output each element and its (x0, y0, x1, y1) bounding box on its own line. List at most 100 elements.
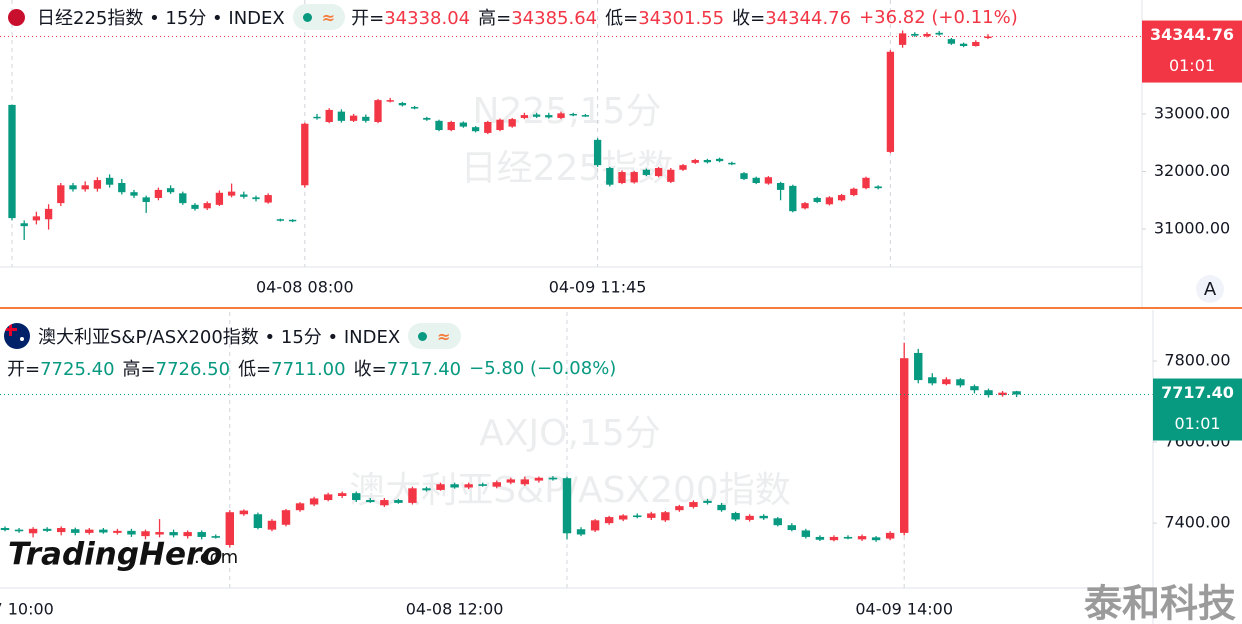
candle-body (569, 113, 577, 116)
candle-body (829, 536, 839, 541)
candle-body (715, 158, 724, 162)
candle-body (362, 116, 370, 121)
pill-icon: ≈ (437, 326, 451, 346)
ohlc-value: 7711.00 (271, 359, 346, 380)
candle-body (520, 479, 530, 485)
candle-body (179, 193, 187, 204)
candle-body (337, 493, 347, 496)
candle-body (947, 39, 956, 44)
candle-body (740, 173, 748, 179)
candle-body (225, 512, 235, 546)
candle-body (398, 103, 407, 106)
change: +36.82 (+0.11%) (859, 6, 1018, 28)
watermark: AXJO,15分 (479, 413, 661, 454)
candle-body (69, 185, 77, 190)
candle-body (105, 177, 114, 185)
candle-body (959, 43, 968, 47)
pill-dot (418, 331, 428, 341)
ohlc-value: 7717.40 (386, 359, 462, 380)
indicator-pill[interactable]: ≈ (292, 4, 346, 30)
candle-body (789, 185, 797, 212)
candle-body (211, 536, 220, 538)
candle-body (380, 500, 389, 506)
candle-body (843, 536, 853, 539)
candle-body (862, 177, 870, 189)
candle-body (281, 510, 291, 525)
candle-body (459, 122, 468, 127)
ohlc-label: 开= (7, 359, 41, 380)
ohlc-item: 低=7711.00 (238, 355, 346, 381)
y-tick-label: 32000.00 (1154, 161, 1230, 180)
candle-body (253, 514, 263, 529)
candle-body (717, 504, 726, 511)
ohlc-label: 高= (478, 8, 512, 29)
ohlc-label: 低= (238, 359, 272, 380)
candle-body (127, 530, 136, 535)
candle-body (99, 529, 108, 533)
candle-body (301, 123, 309, 186)
watermark: 日经225指数 (461, 148, 674, 189)
candle-body (240, 194, 248, 197)
legend-bottom-title: 澳大利亚S&P/ASX200指数 • 15分 • INDEX ≈ (4, 322, 467, 350)
candle-body (8, 104, 16, 219)
candle-body (557, 113, 565, 118)
scale-button-bg[interactable] (1196, 275, 1224, 303)
candle-body (349, 115, 358, 121)
candle-body (654, 168, 663, 177)
candle-body (850, 188, 858, 196)
candle-body (252, 197, 260, 200)
candle-body (576, 529, 586, 535)
scale-button[interactable]: A (1204, 279, 1217, 300)
candle-body (871, 537, 881, 541)
candle-body (42, 528, 52, 531)
candle-body (942, 379, 951, 385)
candle-body (169, 532, 178, 536)
candle-body (450, 484, 459, 488)
price-label-box (1142, 20, 1242, 83)
candle-body (675, 506, 684, 511)
candle-body (366, 500, 375, 503)
candle-body (71, 529, 80, 533)
ohlc-label: 高= (122, 359, 156, 380)
y-tick-label: 7400.00 (1164, 513, 1230, 532)
candle-body (141, 531, 150, 537)
candle-body (183, 532, 192, 537)
x-tick-label: 04-09 14:00 (855, 600, 953, 619)
indicator-pill[interactable]: ≈ (408, 323, 461, 349)
candle-body (394, 500, 403, 503)
plot-bottom: AXJO,15分澳大利亚S&P/ASX200指数 (0, 312, 1153, 588)
y-tick-label: 31000.00 (1154, 219, 1230, 238)
candle-body (56, 528, 66, 533)
candle-body (520, 115, 529, 118)
ohlc-value: 34385.64 (511, 8, 598, 29)
candle-body (508, 119, 516, 127)
candle-body (911, 33, 919, 36)
candle-body (154, 189, 163, 198)
candle-body (534, 477, 544, 481)
x-tick-label: 04-07 10:00 (0, 600, 54, 619)
candle-body (745, 515, 754, 520)
y-tick-label: 7800.00 (1164, 351, 1230, 370)
candle-body (667, 169, 675, 182)
candle-body (984, 390, 993, 396)
candle-body (606, 168, 614, 185)
candle-body (325, 109, 333, 122)
candle-body (422, 488, 431, 491)
candle-body (478, 484, 487, 486)
candle-body (323, 494, 333, 501)
candle-body (590, 520, 600, 531)
candle-body (857, 536, 867, 540)
ohlc-item: 高=34385.64 (478, 4, 597, 30)
candle-body (593, 139, 602, 166)
ohlc-item: 收=7717.40 (354, 355, 462, 381)
candle-body (267, 520, 277, 530)
candle-body (532, 114, 541, 117)
candle-body (837, 195, 846, 201)
candle-body (118, 182, 126, 193)
ohlc-value: 7726.50 (155, 359, 231, 380)
ohlc-label: 开= (351, 8, 385, 29)
candle-body (935, 32, 943, 35)
candle-body (408, 488, 417, 503)
candle-body (970, 386, 979, 391)
countdown: 01:01 (1169, 56, 1215, 75)
